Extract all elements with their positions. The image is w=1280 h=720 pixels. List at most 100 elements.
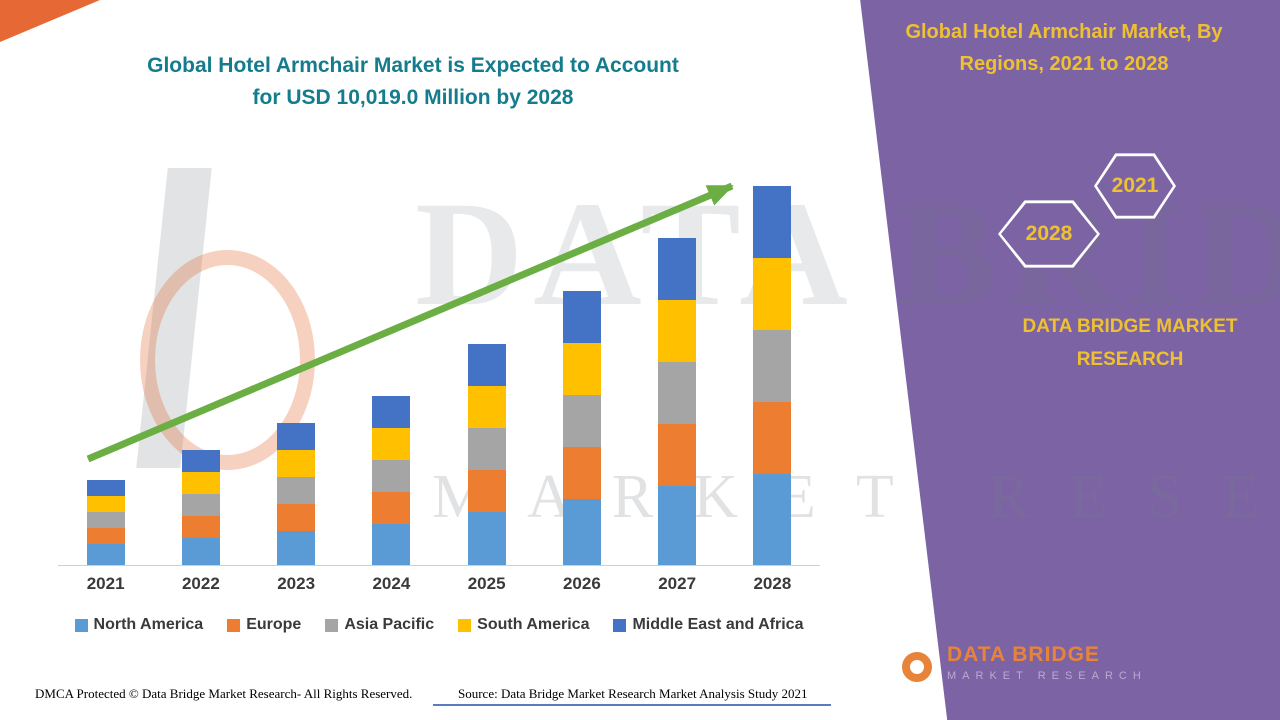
bar-segment — [86, 480, 125, 496]
bar-segment — [181, 494, 220, 516]
hexagon-2021: 2021 — [1094, 153, 1176, 219]
bar-segment — [467, 470, 506, 512]
bar-segment — [277, 450, 316, 477]
logo-b-icon — [893, 636, 937, 688]
bar-segment — [372, 460, 411, 492]
bar-segment — [562, 395, 601, 447]
bar-chart — [58, 178, 820, 566]
bar-chart-bars — [58, 178, 820, 565]
bar-stack — [86, 480, 125, 565]
hexagon-2021-label: 2021 — [1111, 174, 1159, 197]
legend-swatch — [227, 618, 241, 632]
bar-column-2021 — [58, 178, 153, 565]
x-axis-label: 2026 — [562, 574, 601, 593]
side-panel-title-line2: Regions, 2021 to 2028 — [959, 53, 1169, 75]
legend-label: Asia Pacific — [344, 616, 435, 633]
bar-column-2027 — [630, 178, 725, 565]
x-axis-label: 2024 — [372, 574, 411, 593]
bar-segment — [86, 496, 125, 512]
bar-segment — [467, 512, 506, 565]
hexagon-2028-inner: 2028 — [1001, 203, 1097, 265]
hexagon-2021-inner: 2021 — [1097, 156, 1173, 216]
bar-stack — [658, 238, 697, 565]
bar-column-2028 — [725, 178, 820, 565]
logo-name: DATA BRIDGE — [947, 642, 1100, 666]
hexagon-2028: 2028 — [998, 200, 1100, 268]
legend-label: North America — [93, 616, 204, 633]
bar-segment — [753, 258, 792, 330]
bar-segment — [86, 528, 125, 544]
logo-subtitle: MARKET RESEARCH — [947, 669, 1147, 682]
bar-segment — [562, 343, 601, 395]
bar-segment — [658, 238, 697, 300]
bar-stack — [372, 396, 411, 565]
dmca-notice: DMCA Protected © Data Bridge Market Rese… — [35, 686, 413, 701]
legend-label: South America — [477, 616, 590, 633]
bar-segment — [277, 504, 316, 531]
legend-item: Asia Pacific — [325, 616, 434, 634]
bar-segment — [467, 386, 506, 428]
x-axis-label: 2023 — [277, 574, 316, 593]
bar-segment — [277, 477, 316, 504]
bar-segment — [658, 300, 697, 362]
chart-title: Global Hotel Armchair Market is Expected… — [60, 50, 766, 113]
bar-segment — [181, 538, 220, 565]
bar-segment — [372, 524, 411, 565]
bar-segment — [86, 512, 125, 528]
bar-segment — [562, 499, 601, 565]
bar-segment — [753, 474, 792, 565]
bar-segment — [86, 544, 125, 565]
bar-column-2025 — [439, 178, 534, 565]
bar-column-2026 — [534, 178, 629, 565]
x-axis-label: 2022 — [181, 574, 220, 593]
x-axis-label: 2021 — [86, 574, 125, 593]
bar-segment — [753, 330, 792, 402]
bar-segment — [372, 492, 411, 524]
bar-segment — [181, 472, 220, 494]
bar-segment — [372, 396, 411, 428]
bar-segment — [658, 486, 697, 565]
legend-item: South America — [458, 616, 589, 634]
bar-segment — [277, 531, 316, 565]
x-axis-labels: 2021 2022 2023 2024 2025 2026 2027 2028 — [58, 574, 820, 594]
bar-segment — [181, 516, 220, 538]
bar-column-2023 — [249, 178, 344, 565]
x-axis-label: 2027 — [658, 574, 697, 593]
bar-segment — [181, 450, 220, 472]
source-divider — [433, 704, 831, 706]
bar-segment — [562, 447, 601, 499]
bar-stack — [467, 344, 506, 565]
legend-swatch — [458, 618, 472, 632]
chart-legend: North America Europe Asia Pacific South Ame… — [58, 616, 820, 634]
side-panel-title-line1: Global Hotel Armchair Market, By — [905, 21, 1223, 43]
chart-title-line2: for USD 10,019.0 Million by 2028 — [252, 85, 574, 109]
legend-label: Middle East and Africa — [632, 616, 804, 633]
logo-text-block: DATA BRIDGE MARKET RESEARCH — [947, 643, 1147, 682]
legend-swatch — [74, 618, 88, 632]
bar-segment — [372, 428, 411, 460]
bar-segment — [658, 424, 697, 486]
legend-swatch — [613, 618, 627, 632]
legend-label: Europe — [246, 616, 302, 633]
side-panel-title: Global Hotel Armchair Market, By Regions… — [874, 16, 1254, 80]
bar-segment — [562, 291, 601, 343]
hexagon-2028-label: 2028 — [1025, 222, 1073, 245]
bar-stack — [181, 450, 220, 565]
bar-stack — [562, 291, 601, 565]
bar-segment — [277, 423, 316, 450]
bar-segment — [467, 428, 506, 470]
brand-wordmark-line2: RESEARCH — [1076, 349, 1184, 371]
legend-item: North America — [74, 616, 204, 634]
legend-item: Middle East and Africa — [613, 616, 803, 634]
source-note: Source: Data Bridge Market Research Mark… — [458, 686, 808, 701]
brand-wordmark-line1: DATA BRIDGE MARKET — [1022, 316, 1238, 337]
bar-segment — [467, 344, 506, 386]
legend-item: Europe — [227, 616, 301, 634]
bar-stack — [753, 186, 792, 565]
company-logo: DATA BRIDGE MARKET RESEARCH — [893, 636, 1147, 688]
x-axis-label: 2025 — [467, 574, 506, 593]
chart-title-line1: Global Hotel Armchair Market is Expected… — [147, 54, 679, 77]
bar-stack — [277, 423, 316, 565]
bar-segment — [753, 186, 792, 258]
